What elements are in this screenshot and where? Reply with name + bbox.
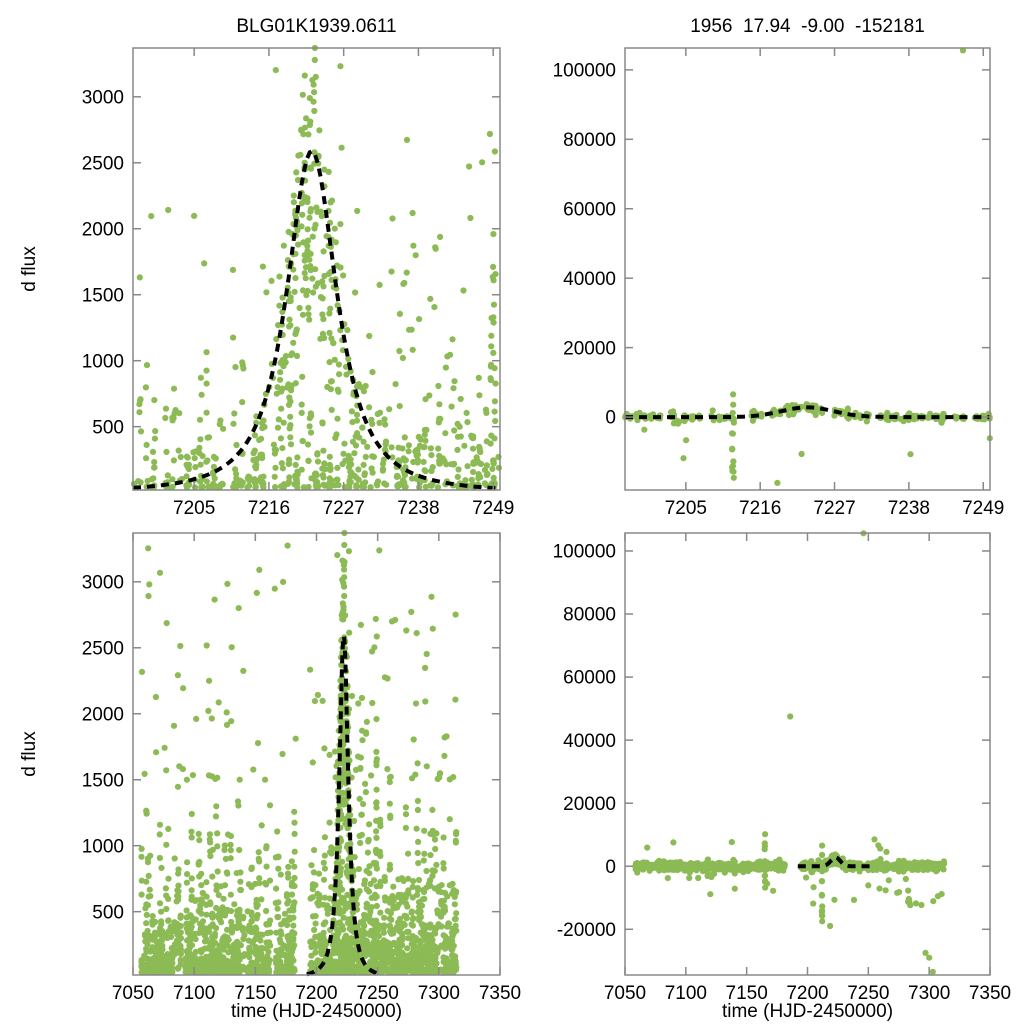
svg-text:3000: 3000 bbox=[82, 572, 124, 593]
plot-frame-br bbox=[624, 532, 991, 976]
svg-text:7238: 7238 bbox=[888, 498, 930, 519]
svg-text:7238: 7238 bbox=[397, 498, 439, 519]
tick-labels-br: 7050 7100 7150 7200 7250 7300 7350-20000020000… bbox=[553, 542, 1012, 1004]
y-axis-label-top-left: d flux bbox=[19, 246, 40, 292]
svg-text:500: 500 bbox=[92, 902, 124, 923]
svg-text:2000: 2000 bbox=[82, 219, 124, 240]
svg-text:7216: 7216 bbox=[739, 498, 781, 519]
svg-text:2000: 2000 bbox=[82, 704, 124, 725]
svg-text:7227: 7227 bbox=[323, 498, 365, 519]
svg-text:2500: 2500 bbox=[82, 638, 124, 659]
tick-labels-bl: 7050 7100 7150 7200 7250 7300 7350500100015002… bbox=[82, 572, 521, 1004]
panel-title-top-left: BLG01K1939.0611 bbox=[236, 16, 397, 37]
svg-text:7227: 7227 bbox=[813, 498, 855, 519]
svg-text:7205: 7205 bbox=[665, 498, 707, 519]
svg-text:100000: 100000 bbox=[553, 61, 616, 82]
panel-br: 7050 7100 7150 7200 7250 7300 7350-20000020000… bbox=[553, 530, 1012, 1004]
tick-labels-tr: 7205 7216 7227 7238 7249 0 20000 40000 60000 8000… bbox=[553, 61, 1005, 519]
svg-text:2500: 2500 bbox=[82, 153, 124, 174]
svg-text:1000: 1000 bbox=[82, 836, 124, 857]
scatter-points-br bbox=[632, 530, 948, 975]
svg-text:7216: 7216 bbox=[248, 498, 290, 519]
model-curve-tr bbox=[625, 405, 990, 420]
svg-text:500: 500 bbox=[92, 417, 124, 438]
plot-frame-tr bbox=[624, 47, 991, 491]
svg-text:3000: 3000 bbox=[82, 87, 124, 108]
tick-labels-tl: 7205 7216 7227 7238 7249 500 1000 1500 2000 2500 3… bbox=[82, 87, 515, 519]
panel-title-top-right: 1956 17.94 -9.00 -152181 bbox=[690, 16, 925, 37]
svg-text:1000: 1000 bbox=[82, 351, 124, 372]
panel-tr: 7205 7216 7227 7238 7249 0 20000 40000 60000 8000… bbox=[553, 47, 1005, 519]
scatter-points-tl bbox=[130, 44, 502, 491]
model-curve-tl bbox=[132, 148, 501, 491]
svg-text:80000: 80000 bbox=[563, 130, 616, 151]
svg-text:7249: 7249 bbox=[962, 498, 1004, 519]
plot-frame-tl bbox=[132, 47, 501, 491]
axis-ticks-bl bbox=[132, 533, 501, 975]
svg-text:60000: 60000 bbox=[563, 199, 616, 220]
x-axis-label-bottom-right: time (HJD-2450000) bbox=[721, 1001, 894, 1022]
svg-text:20000: 20000 bbox=[563, 338, 616, 359]
axis-ticks-tr bbox=[625, 48, 990, 490]
model-curve-bl bbox=[306, 635, 381, 977]
svg-text:1500: 1500 bbox=[82, 770, 124, 791]
y-axis-label-bottom-left: d flux bbox=[19, 731, 40, 777]
x-axis-label-bottom-left: time (HJD-2450000) bbox=[230, 1001, 403, 1022]
svg-text:0: 0 bbox=[605, 408, 616, 429]
axis-ticks-tl bbox=[133, 48, 500, 490]
svg-text:7249: 7249 bbox=[472, 498, 514, 519]
axis-ticks-br bbox=[624, 533, 991, 975]
svg-text:1500: 1500 bbox=[82, 285, 124, 306]
svg-text:7205: 7205 bbox=[173, 498, 215, 519]
scatter-points-bl bbox=[138, 529, 460, 976]
panel-tl: 7205 7216 7227 7238 7249 500 1000 1500 2000 2500 3… bbox=[82, 44, 515, 519]
panel-bl: 7050 7100 7150 7200 7250 7300 7350500100015002… bbox=[82, 529, 521, 1004]
svg-text:40000: 40000 bbox=[563, 269, 616, 290]
scatter-points-tr bbox=[622, 47, 993, 486]
